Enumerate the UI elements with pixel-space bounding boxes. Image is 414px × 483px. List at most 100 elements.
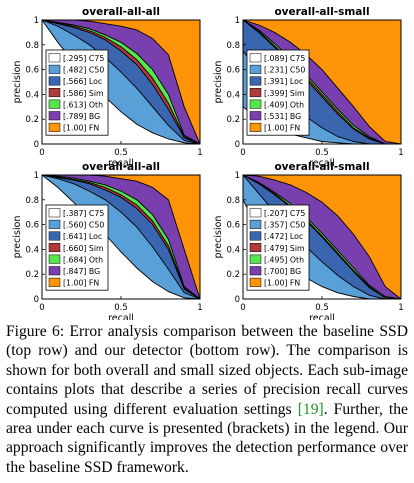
- legend-swatch-loc: [48, 231, 61, 241]
- pr-chart-panel-3: overall-all-all 0 0.2 0.4 0.6 0.8 1 0 0.5 1 recall…: [12, 161, 203, 320]
- curve-sim: [242, 174, 402, 300]
- curve-oth: [41, 19, 201, 145]
- y-tick-label: 0.6: [25, 66, 39, 76]
- pr-chart-panel-4: overall-all-small 0 0.2 0.4 0.6 0.8 1 0 0.5 1 reca…: [213, 161, 404, 320]
- area-band-bg: [42, 20, 200, 144]
- curve-oth: [41, 174, 201, 300]
- y-axis-label: precision: [213, 61, 224, 104]
- x-axis-label: recall: [309, 158, 335, 169]
- legend-entry-loc: [.566] Loc: [63, 77, 102, 86]
- chart-title: overall-all-small: [274, 6, 369, 18]
- y-tick-label: 0.4: [226, 245, 240, 255]
- y-tick-label: 0.8: [226, 196, 240, 206]
- y-tick-label: 0.8: [25, 196, 39, 206]
- legend-swatch-c50: [249, 64, 262, 74]
- legend-entry-fn: [1.00] FN: [63, 124, 99, 133]
- legend-entry-fn: [1.00] FN: [264, 124, 300, 133]
- legend-entry-oth: [.613] Oth: [63, 100, 103, 109]
- area-band-fn: [42, 20, 200, 144]
- y-tick-label: 1: [34, 16, 39, 26]
- y-tick-label: 0.8: [25, 41, 39, 51]
- legend-swatch-bg: [48, 266, 61, 276]
- x-tick-label: 1: [197, 303, 202, 313]
- legend-swatch-bg: [249, 266, 262, 276]
- legend-swatch-loc: [249, 231, 262, 241]
- legend-swatch-c75: [249, 208, 262, 218]
- area-band-oth: [42, 20, 200, 144]
- pr-chart-panel-2: overall-all-small 0 0.2 0.4 0.6 0.8 1 0 0.5 1 reca…: [213, 6, 404, 169]
- legend-entry-sim: [.660] Sim: [63, 244, 104, 253]
- y-tick-label: 0.4: [226, 90, 240, 100]
- legend-entry-sim: [.479] Sim: [264, 244, 305, 253]
- y-tick-label: 0.8: [226, 41, 240, 51]
- curve-loc: [41, 174, 201, 300]
- x-tick-label: 0.5: [315, 303, 329, 313]
- legend-box: [45, 204, 109, 291]
- area-band-bg: [42, 175, 200, 299]
- y-tick-label: 0.6: [25, 221, 39, 231]
- x-tick-label: 0: [240, 148, 245, 158]
- figure-6: overall-all-all 0 0.2 0.4 0.6 0.8 1 0 0.5 1 recall…: [12, 6, 404, 320]
- legend-swatch-oth: [48, 99, 61, 109]
- y-tick-label: 0.2: [25, 270, 39, 280]
- legend-swatch-c50: [249, 219, 262, 229]
- y-tick-label: 1: [34, 171, 39, 181]
- chart-title: overall-all-all: [82, 161, 160, 173]
- x-tick-label: 0: [39, 148, 44, 158]
- legend-swatch-loc: [48, 76, 61, 86]
- area-band-loc: [42, 20, 200, 144]
- legend-swatch-loc: [249, 76, 262, 86]
- y-tick-label: 0.2: [226, 115, 240, 125]
- x-tick-label: 1: [197, 148, 202, 158]
- x-tick-label: 0: [240, 303, 245, 313]
- area-band-fn: [243, 20, 401, 144]
- legend-entry-bg: [.789] BG: [63, 112, 100, 121]
- legend-swatch-fn: [48, 277, 61, 287]
- curve-c50: [41, 19, 201, 145]
- figure-caption: Figure 6: Error analysis comparison betw…: [6, 322, 408, 477]
- x-axis-label: recall: [108, 313, 134, 320]
- legend-entry-c75: [.387] C75: [63, 209, 104, 218]
- curve-oth: [242, 19, 401, 145]
- curve-loc: [242, 19, 401, 145]
- y-tick-label: 0: [34, 295, 39, 305]
- legend-swatch-bg: [249, 111, 262, 121]
- curve-sim: [242, 19, 401, 145]
- legend-swatch-sim: [48, 243, 61, 253]
- curve-c75: [41, 174, 201, 300]
- y-axis-label: precision: [12, 216, 23, 259]
- legend-entry-bg: [.847] BG: [63, 267, 100, 276]
- x-axis-label: recall: [309, 313, 335, 320]
- caption-text-end: . Further, the area under each curve is …: [6, 400, 408, 476]
- legend-swatch-oth: [249, 99, 262, 109]
- y-tick-label: 0.4: [25, 245, 39, 255]
- legend-swatch-sim: [249, 88, 262, 98]
- curve-bg: [242, 19, 402, 145]
- legend-swatch-c75: [48, 208, 61, 218]
- legend: [.207] C75 [.357] C50 [.472] Loc [.479] Sim…: [246, 204, 310, 291]
- curve-c50: [41, 174, 201, 300]
- y-tick-label: 0.2: [226, 270, 240, 280]
- legend: [.295] C75 [.482] C50 [.566] Loc [.586] Sim…: [45, 49, 109, 136]
- legend-entry-bg: [.531] BG: [264, 112, 301, 121]
- curve-bg: [242, 174, 402, 300]
- curve-oth: [242, 174, 402, 300]
- caption-text: Figure 6: Error analysis comparison betw…: [6, 323, 408, 418]
- y-tick-label: 0.2: [25, 115, 39, 125]
- legend-entry-c50: [.482] C50: [63, 66, 104, 75]
- legend-entry-c50: [.357] C50: [264, 221, 305, 230]
- x-tick-label: 0.5: [114, 148, 128, 158]
- curve-loc: [41, 19, 201, 145]
- legend-entry-oth: [.684] Oth: [63, 255, 103, 264]
- curve-loc: [242, 174, 402, 300]
- legend-entry-sim: [.399] Sim: [264, 89, 305, 98]
- legend-entry-c50: [.231] C50: [264, 66, 305, 75]
- citation-link[interactable]: [19]: [297, 400, 324, 418]
- x-axis-label: recall: [108, 158, 134, 169]
- y-tick-label: 0.4: [25, 90, 39, 100]
- legend-swatch-fn: [249, 122, 262, 132]
- legend-entry-c75: [.089] C75: [264, 54, 305, 63]
- legend-entry-oth: [.409] Oth: [264, 100, 304, 109]
- legend-swatch-fn: [48, 122, 61, 132]
- legend-swatch-oth: [48, 254, 61, 264]
